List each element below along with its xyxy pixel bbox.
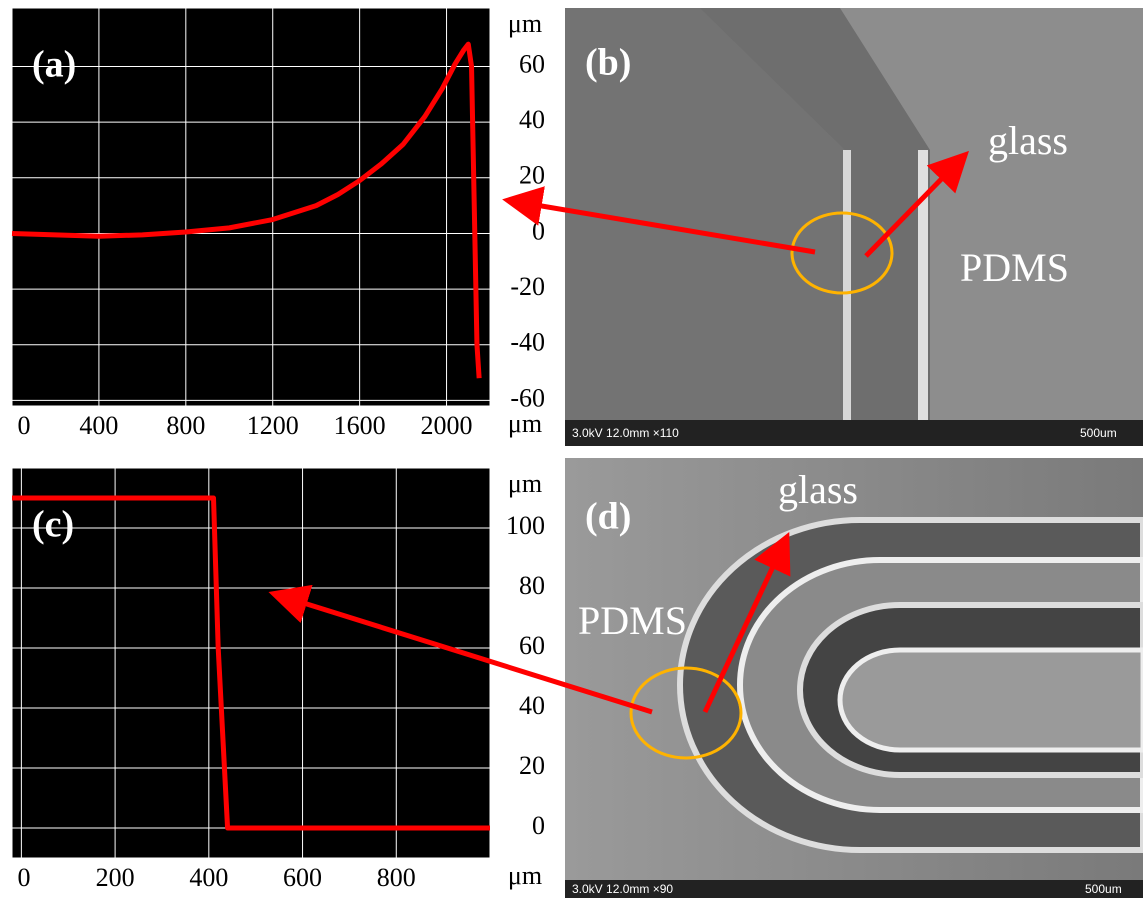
y-tick-label: -40 — [510, 328, 545, 357]
y-tick-label: 0 — [532, 216, 545, 245]
sem-image-d: 3.0kV 12.0mm ×90 500um (d) glass PDMS — [565, 458, 1143, 898]
sem-scale: 500um — [1085, 882, 1122, 896]
sem-info: 3.0kV 12.0mm ×110 — [572, 426, 679, 440]
y-tick-label: -60 — [510, 383, 545, 412]
x-tick-label: 0 — [18, 411, 31, 440]
y-tick-label: 100 — [506, 511, 545, 540]
x-tick-label: 400 — [79, 411, 118, 440]
x-unit: μm — [508, 861, 542, 890]
label-glass: glass — [778, 467, 858, 512]
panel-label: (d) — [585, 496, 631, 538]
x-unit: μm — [508, 409, 542, 438]
panel-label: (a) — [32, 44, 76, 86]
x-tick-label: 600 — [283, 863, 322, 892]
arrows — [268, 150, 969, 715]
label-glass: glass — [988, 118, 1068, 163]
x-tick-label: 800 — [166, 411, 205, 440]
plot-area — [11, 7, 491, 407]
label-pdms: PDMS — [578, 598, 687, 643]
y-tick-label: 80 — [519, 571, 545, 600]
x-tick-label: 0 — [18, 863, 31, 892]
x-tick-label: 1600 — [334, 411, 386, 440]
y-tick-label: 20 — [519, 751, 545, 780]
sem-info: 3.0kV 12.0mm ×90 — [572, 882, 673, 896]
y-tick-label: 60 — [519, 631, 545, 660]
y-tick-label: 60 — [519, 49, 545, 78]
label-pdms: PDMS — [960, 245, 1069, 290]
x-tick-label: 400 — [189, 863, 228, 892]
y-tick-label: 40 — [519, 105, 545, 134]
plot-area — [11, 467, 491, 859]
y-unit: μm — [508, 9, 542, 38]
sem-image-b: 3.0kV 12.0mm ×110 500um (b) glass PDMS — [565, 8, 1143, 446]
x-tick-label: 2000 — [421, 411, 473, 440]
sem-scale: 500um — [1080, 426, 1117, 440]
profile-line — [11, 41, 482, 379]
y-tick-label: 20 — [519, 161, 545, 190]
y-tick-label: 40 — [519, 691, 545, 720]
panel-label: (b) — [585, 42, 631, 84]
profile-line — [12, 495, 490, 831]
y-unit: μm — [508, 469, 542, 498]
y-tick-label: -20 — [510, 272, 545, 301]
y-tick-label: 0 — [532, 811, 545, 840]
x-tick-label: 200 — [96, 863, 135, 892]
x-tick-label: 800 — [377, 863, 416, 892]
panel-label: (c) — [32, 504, 74, 546]
x-tick-label: 1200 — [247, 411, 299, 440]
